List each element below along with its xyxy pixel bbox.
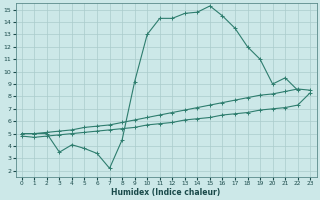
X-axis label: Humidex (Indice chaleur): Humidex (Indice chaleur) <box>111 188 221 197</box>
